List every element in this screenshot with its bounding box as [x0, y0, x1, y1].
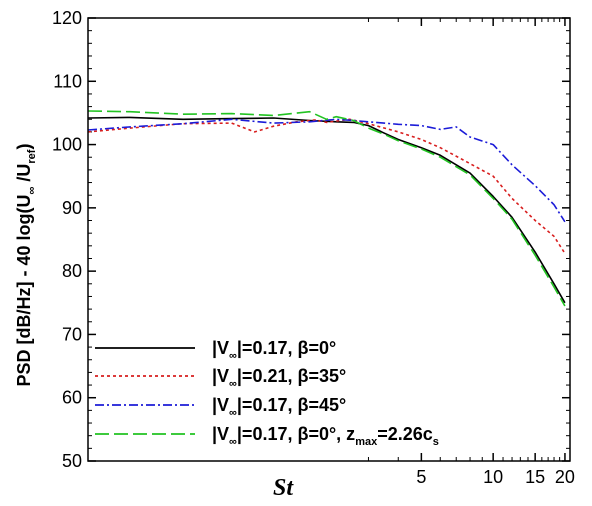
legend-label-3: |V∞|=0.17, β=45°	[212, 395, 346, 419]
plot-frame	[87, 17, 571, 462]
y-tick-label: 100	[52, 135, 82, 155]
legend-label-part: |=0.21, β=35°	[237, 366, 346, 386]
legend-label-part: |V	[212, 424, 229, 444]
series-line-3	[87, 118, 566, 223]
legend-label-part: |V	[212, 338, 229, 358]
x-axis: 5 10 15 20	[367, 18, 575, 487]
x-axis-title: St	[273, 475, 294, 501]
x-tick-label: 20	[555, 467, 575, 487]
y-tick-label: 80	[62, 261, 82, 281]
legend: |V∞|=0.17, β=0°|V∞|=0.21, β=35°|V∞|=0.17…	[95, 338, 439, 448]
y-tick-label: 120	[52, 8, 82, 28]
legend-label-part: ∞	[229, 407, 237, 419]
legend-label-part: |=0.17, β=0°, z	[237, 424, 355, 444]
legend-label-1: |V∞|=0.17, β=0°	[212, 338, 336, 362]
y-axis-title-mid: /U	[14, 164, 34, 187]
legend-label-part: =2.26c	[377, 424, 433, 444]
y-axis-title: PSD [dB/Hz] - 40 log(U∞ /Uref)	[14, 144, 38, 387]
legend-label-2: |V∞|=0.21, β=35°	[212, 366, 346, 390]
y-tick-label: 110	[53, 71, 82, 91]
y-axis: 50 60 70 80 90 100 110 120	[52, 8, 570, 471]
legend-label-part: |V	[212, 366, 229, 386]
legend-label-part: max	[355, 436, 378, 448]
series-line-4	[87, 110, 566, 307]
series-line-2	[87, 118, 566, 254]
legend-label-part: |=0.17, β=45°	[237, 395, 346, 415]
legend-label-part: s	[433, 436, 439, 448]
y-tick-label: 50	[62, 451, 82, 471]
legend-label-part: |V	[212, 395, 229, 415]
y-axis-title-main: PSD [dB/Hz] - 40 log(U	[14, 194, 34, 386]
series-layer	[87, 110, 566, 307]
y-axis-title-sub1: ∞	[26, 186, 38, 194]
x-tick-label: 15	[525, 467, 545, 487]
y-tick-label: 70	[62, 324, 82, 344]
y-axis-title-end: )	[14, 144, 34, 150]
legend-label-part: ∞	[229, 436, 237, 448]
legend-label-4: |V∞|=0.17, β=0°, zmax=2.26cs	[212, 424, 439, 448]
y-tick-label: 90	[62, 198, 82, 218]
x-tick-label: 5	[416, 467, 426, 487]
legend-label-part: ∞	[229, 378, 237, 390]
y-axis-title-sub2: ref	[26, 149, 38, 163]
legend-label-part: ∞	[229, 350, 237, 362]
x-tick-label: 10	[483, 467, 503, 487]
svg-text:PSD [dB/Hz] - 40 log(U∞ /Uref): PSD [dB/Hz] - 40 log(U∞ /Uref)	[14, 144, 38, 387]
legend-label-part: |=0.17, β=0°	[237, 338, 336, 358]
y-tick-label: 60	[62, 388, 82, 408]
